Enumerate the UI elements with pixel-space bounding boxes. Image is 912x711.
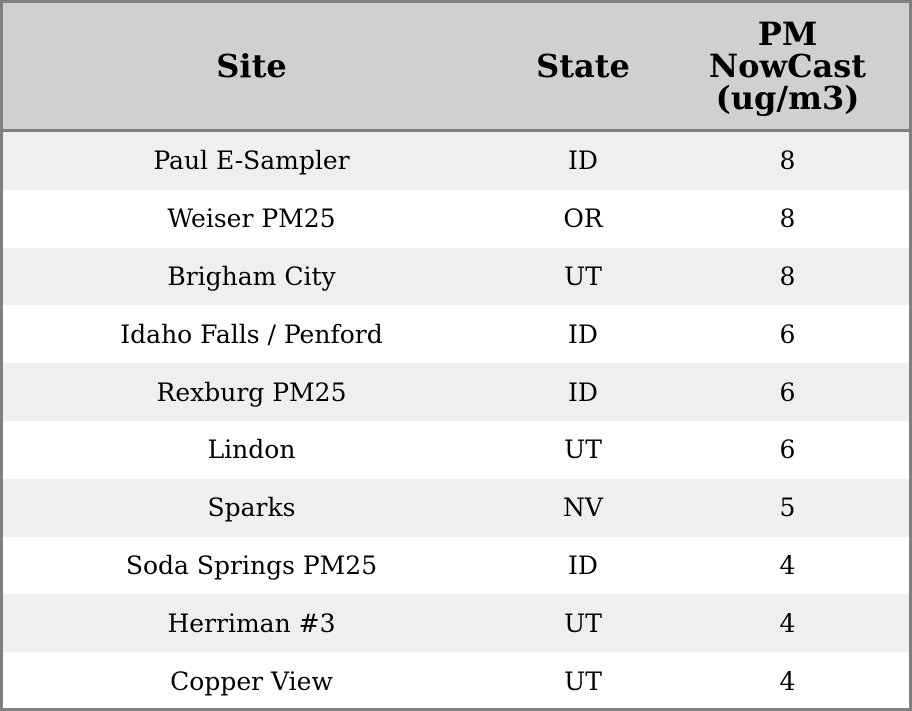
cell-site: Rexburg PM25 [156, 377, 347, 407]
cell-site: Brigham City [167, 261, 336, 291]
cell-state: NV [563, 493, 603, 523]
header-state: State [536, 47, 630, 85]
table-row: Weiser PM25 OR 8 [3, 190, 909, 248]
cell-site: Sparks [207, 493, 296, 523]
cell-site: Herriman #3 [167, 608, 336, 638]
cell-state: UT [564, 261, 602, 291]
cell-site: Copper View [170, 666, 333, 696]
cell-pm: 6 [779, 377, 796, 407]
cell-pm: 8 [779, 146, 796, 176]
table-row: Herriman #3 UT 4 [3, 594, 909, 653]
cell-pm: 8 [779, 261, 796, 291]
table-row: Rexburg PM25 ID 6 [3, 363, 909, 421]
cell-state: UT [564, 435, 602, 465]
table-row: Soda Springs PM25 ID 4 [3, 537, 909, 595]
table-row: Brigham City UT 8 [3, 247, 909, 306]
table-row: Paul E-Sampler ID 8 [3, 132, 909, 190]
cell-state: UT [564, 608, 602, 638]
cell-site: Idaho Falls / Penford [120, 319, 383, 349]
table-body: Paul E-Sampler ID 8 Weiser PM25 OR 8 Brigham C… [3, 132, 909, 710]
header-site: Site [216, 47, 287, 85]
cell-pm: 4 [779, 666, 796, 696]
cell-state: ID [568, 550, 598, 580]
cell-pm: 4 [779, 550, 796, 580]
cell-state: ID [568, 377, 598, 407]
cell-site: Lindon [207, 435, 296, 465]
cell-pm: 8 [779, 204, 796, 234]
table-row: Copper View UT 4 [3, 652, 909, 710]
cell-state: OR [563, 204, 603, 234]
cell-site: Soda Springs PM25 [125, 550, 378, 580]
cell-state: ID [568, 319, 598, 349]
cell-pm: 4 [779, 608, 796, 638]
header-pm: PM NowCast (ug/m3) [708, 15, 867, 117]
cell-site: Paul E-Sampler [153, 146, 350, 176]
cell-site: Weiser PM25 [167, 204, 336, 234]
table-row: Sparks NV 5 [3, 478, 909, 537]
cell-state: ID [568, 146, 598, 176]
table-header: Site State PM NowCast (ug/m3) [3, 3, 909, 132]
table-row: Idaho Falls / Penford ID 6 [3, 305, 909, 363]
cell-pm: 6 [779, 435, 796, 465]
cell-pm: 5 [779, 493, 796, 523]
cell-pm: 6 [779, 319, 796, 349]
cell-state: UT [564, 666, 602, 696]
table-row: Lindon UT 6 [3, 421, 909, 479]
